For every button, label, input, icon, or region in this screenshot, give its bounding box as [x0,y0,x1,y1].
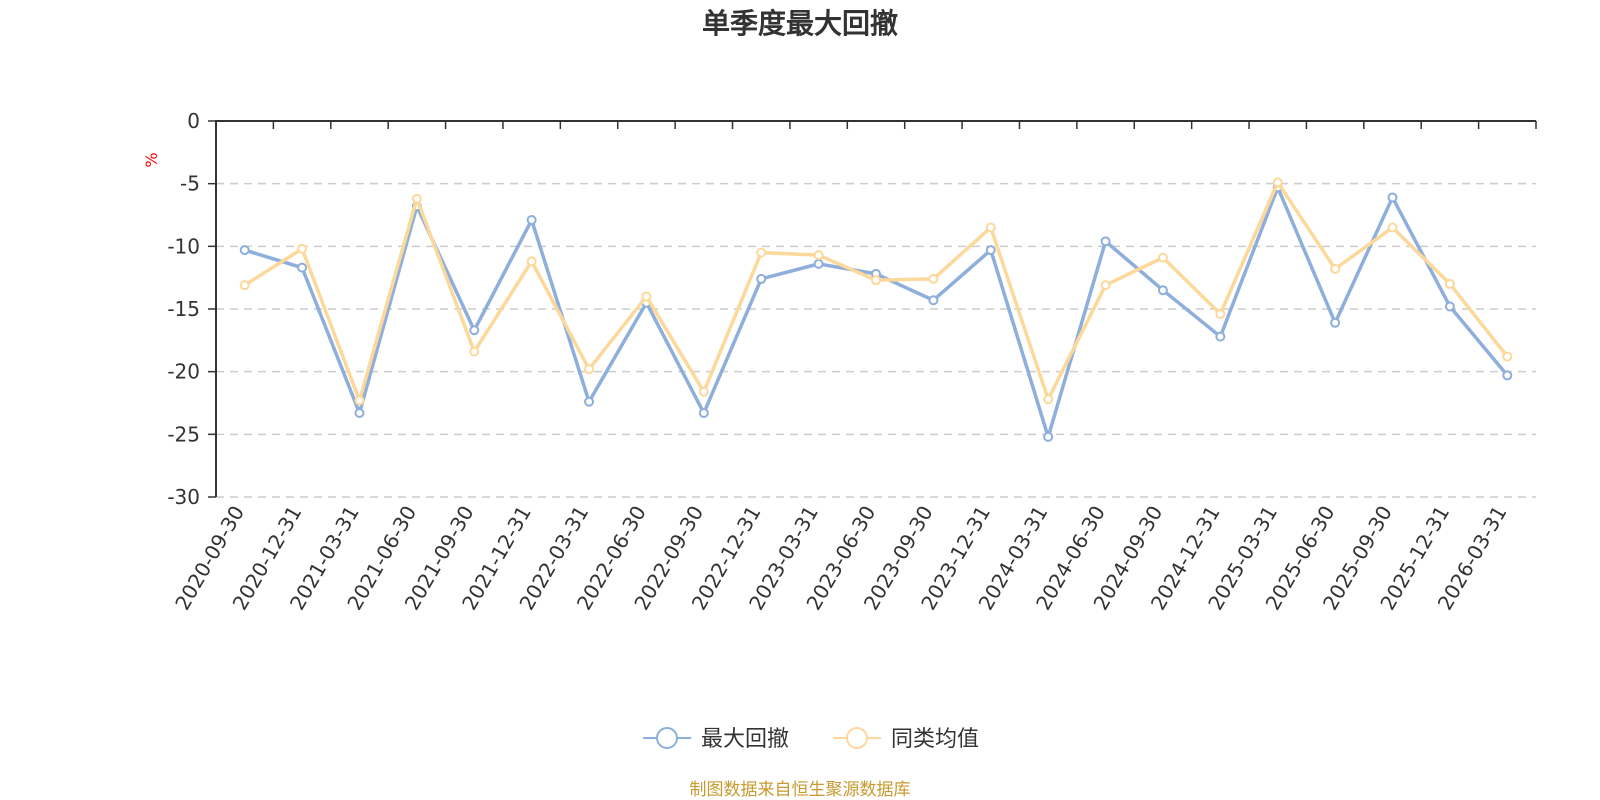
data-point[interactable] [1215,309,1226,320]
data-point[interactable] [1387,222,1398,233]
y-tick-label: -10 [167,234,200,258]
data-point[interactable] [641,291,652,302]
data-point[interactable] [1215,331,1226,342]
data-point[interactable] [1100,236,1111,247]
data-point[interactable] [1387,192,1398,203]
data-point[interactable] [1272,177,1283,188]
data-point[interactable] [1502,370,1513,381]
legend-item-1[interactable]: 最大回撤 [643,727,789,752]
data-source-note: 制图数据来自恒生聚源数据库 [690,780,911,800]
chart-title: 单季度最大回撤 [702,7,898,40]
data-point[interactable] [1330,317,1341,328]
data-point[interactable] [871,275,881,286]
data-point[interactable] [584,364,595,375]
data-point[interactable] [239,245,250,256]
data-point[interactable] [1502,351,1513,362]
y-tick-label: -15 [167,297,200,321]
data-point[interactable] [1444,301,1455,312]
data-point[interactable] [1043,431,1054,442]
y-tick-label: 0 [187,109,200,133]
data-point[interactable] [1100,280,1111,291]
data-point[interactable] [526,215,537,226]
data-point[interactable] [469,325,480,336]
data-point[interactable] [813,258,824,269]
data-point[interactable] [469,346,480,357]
legend-label: 同类均值 [891,727,979,752]
data-point[interactable] [1043,394,1054,405]
y-tick-label: -20 [167,360,200,384]
data-point[interactable] [928,295,939,306]
data-point[interactable] [584,396,595,407]
data-point[interactable] [297,262,308,273]
data-point[interactable] [297,243,308,254]
data-point[interactable] [1157,285,1168,296]
data-point[interactable] [698,408,709,419]
series-lines [239,177,1513,442]
legend[interactable]: 最大回撤 同类均值 [643,727,979,752]
data-point[interactable] [354,395,365,406]
legend-item-2[interactable]: 同类均值 [833,727,979,752]
data-point[interactable] [756,247,767,258]
data-point[interactable] [1330,263,1341,274]
data-point[interactable] [813,250,824,261]
data-point[interactable] [985,245,996,256]
gridlines [216,182,1536,498]
series-line [243,180,1509,403]
data-point[interactable] [985,222,996,233]
y-tick-label: -25 [167,422,200,446]
data-point[interactable] [239,280,250,291]
data-point[interactable] [698,386,709,397]
data-point[interactable] [526,256,537,267]
y-axis-unit-label: % [142,152,161,167]
data-point[interactable] [1444,278,1455,289]
legend-marker-icon [656,727,678,749]
series-2 [239,177,1513,406]
y-tick-label: -30 [167,485,200,509]
data-point[interactable] [411,193,422,204]
legend-marker-icon [846,727,868,749]
data-point[interactable] [354,408,365,419]
data-point[interactable] [928,273,939,284]
series-line [244,185,1509,439]
data-point[interactable] [1157,252,1168,263]
series-1 [239,182,1513,442]
data-point[interactable] [756,273,767,284]
legend-label: 最大回撤 [701,727,789,752]
y-tick-label: -5 [180,172,200,196]
